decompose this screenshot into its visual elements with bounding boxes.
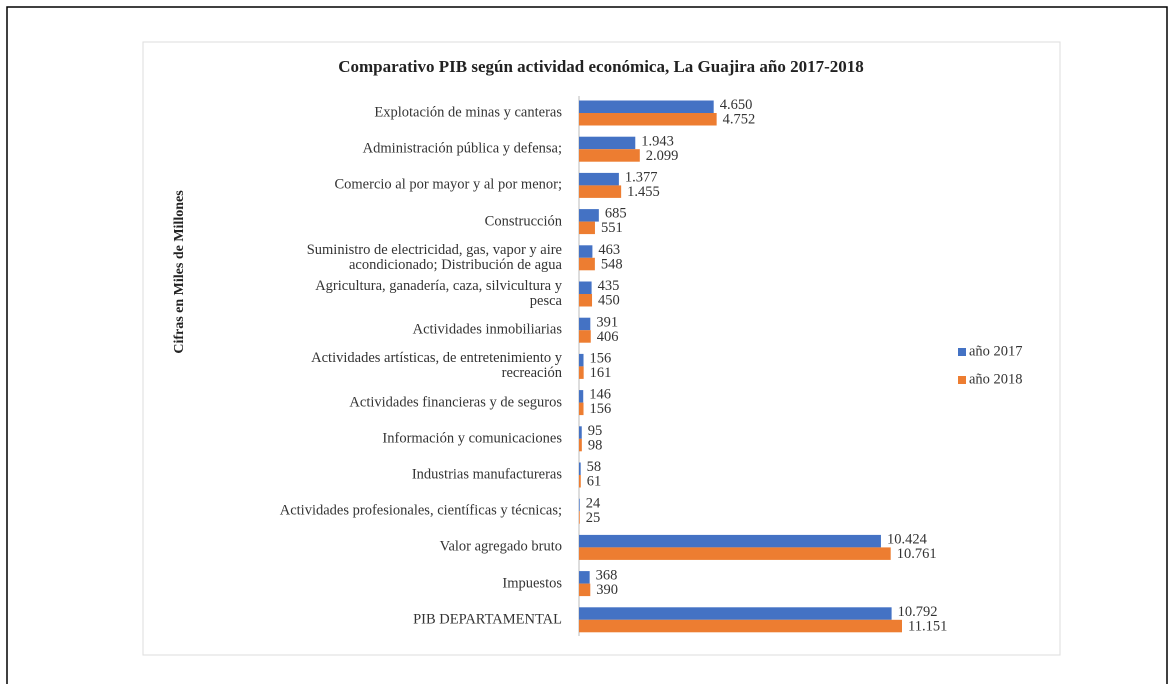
bar: [579, 619, 902, 633]
category-label: Industrias manufactureras: [411, 466, 562, 483]
bar: [579, 100, 714, 113]
value-label: 548: [601, 256, 623, 272]
category-label: Información y comunicaciones: [382, 430, 562, 447]
value-label: 61: [587, 474, 602, 490]
bar: [579, 498, 580, 512]
bar: [579, 245, 593, 258]
legend-swatch: [958, 348, 966, 356]
category-label: Construcción: [484, 213, 562, 230]
bar: [579, 390, 584, 403]
bar: [579, 221, 595, 235]
value-label: 156: [590, 401, 612, 417]
value-label: 368: [596, 568, 618, 584]
bar: [579, 136, 636, 150]
bar: [579, 330, 591, 343]
value-label: 146: [589, 387, 611, 403]
bar: [579, 571, 590, 584]
value-label: 98: [588, 437, 603, 453]
value-label: 685: [605, 206, 627, 222]
category-label: Impuestos: [502, 575, 562, 592]
outer-frame: [6, 6, 1168, 684]
category-label: Valor agregado bruto: [439, 538, 562, 555]
category-label: Actividades profesionales, científicas y…: [279, 502, 562, 519]
bar: [579, 149, 640, 162]
value-label: 24: [586, 495, 601, 511]
bar: [579, 475, 581, 488]
value-label: 58: [587, 459, 602, 475]
value-label: 10.792: [898, 604, 938, 620]
category-label: Actividades financieras y de seguros: [349, 394, 562, 411]
value-label: 390: [596, 582, 618, 598]
value-label: 391: [596, 314, 618, 330]
value-label: 95: [588, 423, 603, 439]
legend-label: año 2018: [969, 371, 1023, 387]
value-label: 11.151: [908, 618, 947, 634]
legend-label: año 2017: [969, 343, 1023, 359]
bar: [579, 257, 595, 271]
bar: [579, 366, 584, 379]
value-label: 10.424: [887, 531, 928, 547]
bar: [579, 547, 891, 560]
value-label: 4.650: [720, 97, 753, 113]
category-label: Explotación de minas y canteras: [374, 104, 562, 121]
chart-title: Comparativo PIB según actividad económic…: [338, 57, 864, 76]
category-label: Comercio al por mayor y al por menor;: [334, 176, 562, 193]
value-label: 435: [598, 278, 620, 294]
bar: [579, 534, 881, 548]
category-label: Agricultura, ganadería, caza, silvicultu…: [315, 278, 562, 309]
category-label: Administración pública y defensa;: [362, 140, 562, 157]
bar: [579, 172, 619, 186]
category-label: Actividades inmobiliarias: [412, 321, 562, 338]
value-label: 450: [598, 293, 620, 309]
category-label: Actividades artísticas, de entretenimien…: [311, 350, 562, 382]
value-label: 161: [590, 365, 612, 381]
bar: [579, 209, 599, 222]
bar: [579, 317, 591, 331]
value-label: 156: [590, 350, 612, 366]
value-label: 2.099: [646, 148, 679, 164]
y-axis-label: Cifras en Miles de Millones: [172, 190, 187, 354]
bar: [579, 583, 591, 597]
value-label: 25: [586, 510, 601, 526]
category-label: Suministro de electricidad, gas, vapor y…: [306, 241, 562, 273]
bar: [579, 185, 622, 198]
value-label: 1.377: [625, 169, 658, 185]
bar: [579, 281, 592, 294]
value-label: 463: [598, 242, 620, 258]
value-label: 551: [601, 220, 623, 236]
bar: [579, 607, 892, 620]
bar: [579, 511, 580, 524]
value-label: 10.761: [897, 546, 937, 562]
value-label: 4.752: [723, 112, 756, 128]
bar: [579, 402, 584, 416]
bar: [579, 438, 582, 452]
value-label: 1.455: [627, 184, 660, 200]
value-label: 406: [597, 329, 619, 345]
bar: [579, 353, 584, 367]
bar: [579, 426, 582, 439]
legend-swatch: [958, 376, 966, 384]
chart-frame: [142, 41, 1061, 656]
category-label: PIB DEPARTAMENTAL: [413, 611, 562, 628]
value-label: 1.943: [641, 133, 674, 149]
bar: [579, 462, 581, 475]
bar: [579, 113, 717, 126]
bar: [579, 294, 593, 307]
